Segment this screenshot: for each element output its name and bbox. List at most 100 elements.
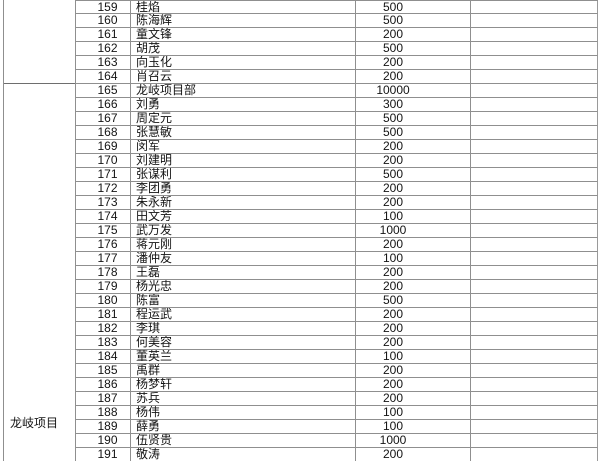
- empty-cell[interactable]: [471, 238, 598, 252]
- name-cell[interactable]: 周定元: [131, 112, 356, 126]
- empty-cell[interactable]: [471, 434, 598, 448]
- empty-cell[interactable]: [471, 196, 598, 210]
- amount-cell[interactable]: 100: [356, 350, 471, 364]
- empty-cell[interactable]: [471, 252, 598, 266]
- name-cell[interactable]: 杨光忠: [131, 280, 356, 294]
- serial-cell[interactable]: 185: [76, 364, 131, 378]
- name-cell[interactable]: 苏兵: [131, 392, 356, 406]
- amount-cell[interactable]: 500: [356, 14, 471, 28]
- serial-cell[interactable]: 188: [76, 406, 131, 420]
- empty-cell[interactable]: [471, 182, 598, 196]
- amount-cell[interactable]: 1000: [356, 224, 471, 238]
- serial-cell[interactable]: 175: [76, 224, 131, 238]
- name-cell[interactable]: 武万发: [131, 224, 356, 238]
- serial-cell[interactable]: 171: [76, 168, 131, 182]
- amount-cell[interactable]: 200: [356, 392, 471, 406]
- amount-cell[interactable]: 500: [356, 168, 471, 182]
- amount-cell[interactable]: 100: [356, 210, 471, 224]
- empty-cell[interactable]: [471, 168, 598, 182]
- serial-cell[interactable]: 182: [76, 322, 131, 336]
- empty-cell[interactable]: [471, 266, 598, 280]
- group-cell-upper[interactable]: [4, 0, 75, 84]
- empty-cell[interactable]: [471, 350, 598, 364]
- name-cell[interactable]: 龙岐项目部: [131, 84, 356, 98]
- empty-cell[interactable]: [471, 448, 598, 461]
- amount-cell[interactable]: 200: [356, 308, 471, 322]
- amount-cell[interactable]: 200: [356, 448, 471, 461]
- amount-cell[interactable]: 200: [356, 182, 471, 196]
- amount-cell[interactable]: 200: [356, 196, 471, 210]
- amount-cell[interactable]: 200: [356, 266, 471, 280]
- name-cell[interactable]: 张谋利: [131, 168, 356, 182]
- empty-cell[interactable]: [471, 84, 598, 98]
- serial-cell[interactable]: 172: [76, 182, 131, 196]
- serial-cell[interactable]: 160: [76, 14, 131, 28]
- serial-cell[interactable]: 187: [76, 392, 131, 406]
- serial-cell[interactable]: 183: [76, 336, 131, 350]
- empty-cell[interactable]: [471, 392, 598, 406]
- group-cell-longqi[interactable]: 龙岐项目: [4, 84, 75, 461]
- name-cell[interactable]: 闵军: [131, 140, 356, 154]
- name-cell[interactable]: 李团勇: [131, 182, 356, 196]
- serial-cell[interactable]: 174: [76, 210, 131, 224]
- serial-cell[interactable]: 179: [76, 280, 131, 294]
- amount-cell[interactable]: 500: [356, 126, 471, 140]
- name-cell[interactable]: 敬涛: [131, 448, 356, 461]
- amount-cell[interactable]: 100: [356, 406, 471, 420]
- serial-cell[interactable]: 186: [76, 378, 131, 392]
- empty-cell[interactable]: [471, 140, 598, 154]
- serial-cell[interactable]: 189: [76, 420, 131, 434]
- serial-cell[interactable]: 184: [76, 350, 131, 364]
- name-cell[interactable]: 禹群: [131, 364, 356, 378]
- amount-cell[interactable]: 200: [356, 378, 471, 392]
- amount-cell[interactable]: 10000: [356, 84, 471, 98]
- amount-cell[interactable]: 200: [356, 154, 471, 168]
- amount-cell[interactable]: 200: [356, 140, 471, 154]
- name-cell[interactable]: 张慧敏: [131, 126, 356, 140]
- serial-cell[interactable]: 170: [76, 154, 131, 168]
- empty-cell[interactable]: [471, 406, 598, 420]
- amount-cell[interactable]: 500: [356, 112, 471, 126]
- serial-cell[interactable]: 169: [76, 140, 131, 154]
- amount-cell[interactable]: 500: [356, 1, 471, 14]
- serial-cell[interactable]: 161: [76, 28, 131, 42]
- empty-cell[interactable]: [471, 378, 598, 392]
- name-cell[interactable]: 何美容: [131, 336, 356, 350]
- name-cell[interactable]: 陈海辉: [131, 14, 356, 28]
- empty-cell[interactable]: [471, 210, 598, 224]
- serial-cell[interactable]: 163: [76, 56, 131, 70]
- serial-cell[interactable]: 180: [76, 294, 131, 308]
- amount-cell[interactable]: 200: [356, 238, 471, 252]
- amount-cell[interactable]: 100: [356, 252, 471, 266]
- name-cell[interactable]: 胡茂: [131, 42, 356, 56]
- serial-cell[interactable]: 165: [76, 84, 131, 98]
- empty-cell[interactable]: [471, 154, 598, 168]
- amount-cell[interactable]: 200: [356, 56, 471, 70]
- name-cell[interactable]: 李琪: [131, 322, 356, 336]
- amount-cell[interactable]: 1000: [356, 434, 471, 448]
- serial-cell[interactable]: 178: [76, 266, 131, 280]
- empty-cell[interactable]: [471, 98, 598, 112]
- amount-cell[interactable]: 200: [356, 70, 471, 84]
- serial-cell[interactable]: 164: [76, 70, 131, 84]
- serial-cell[interactable]: 173: [76, 196, 131, 210]
- name-cell[interactable]: 向玉化: [131, 56, 356, 70]
- amount-cell[interactable]: 200: [356, 280, 471, 294]
- name-cell[interactable]: 杨伟: [131, 406, 356, 420]
- name-cell[interactable]: 陈富: [131, 294, 356, 308]
- name-cell[interactable]: 董英兰: [131, 350, 356, 364]
- serial-cell[interactable]: 168: [76, 126, 131, 140]
- empty-cell[interactable]: [471, 126, 598, 140]
- empty-cell[interactable]: [471, 336, 598, 350]
- amount-cell[interactable]: 100: [356, 420, 471, 434]
- empty-cell[interactable]: [471, 280, 598, 294]
- serial-cell[interactable]: 176: [76, 238, 131, 252]
- name-cell[interactable]: 刘勇: [131, 98, 356, 112]
- empty-cell[interactable]: [471, 308, 598, 322]
- serial-cell[interactable]: 177: [76, 252, 131, 266]
- empty-cell[interactable]: [471, 56, 598, 70]
- amount-cell[interactable]: 500: [356, 42, 471, 56]
- empty-cell[interactable]: [471, 322, 598, 336]
- empty-cell[interactable]: [471, 112, 598, 126]
- name-cell[interactable]: 程运武: [131, 308, 356, 322]
